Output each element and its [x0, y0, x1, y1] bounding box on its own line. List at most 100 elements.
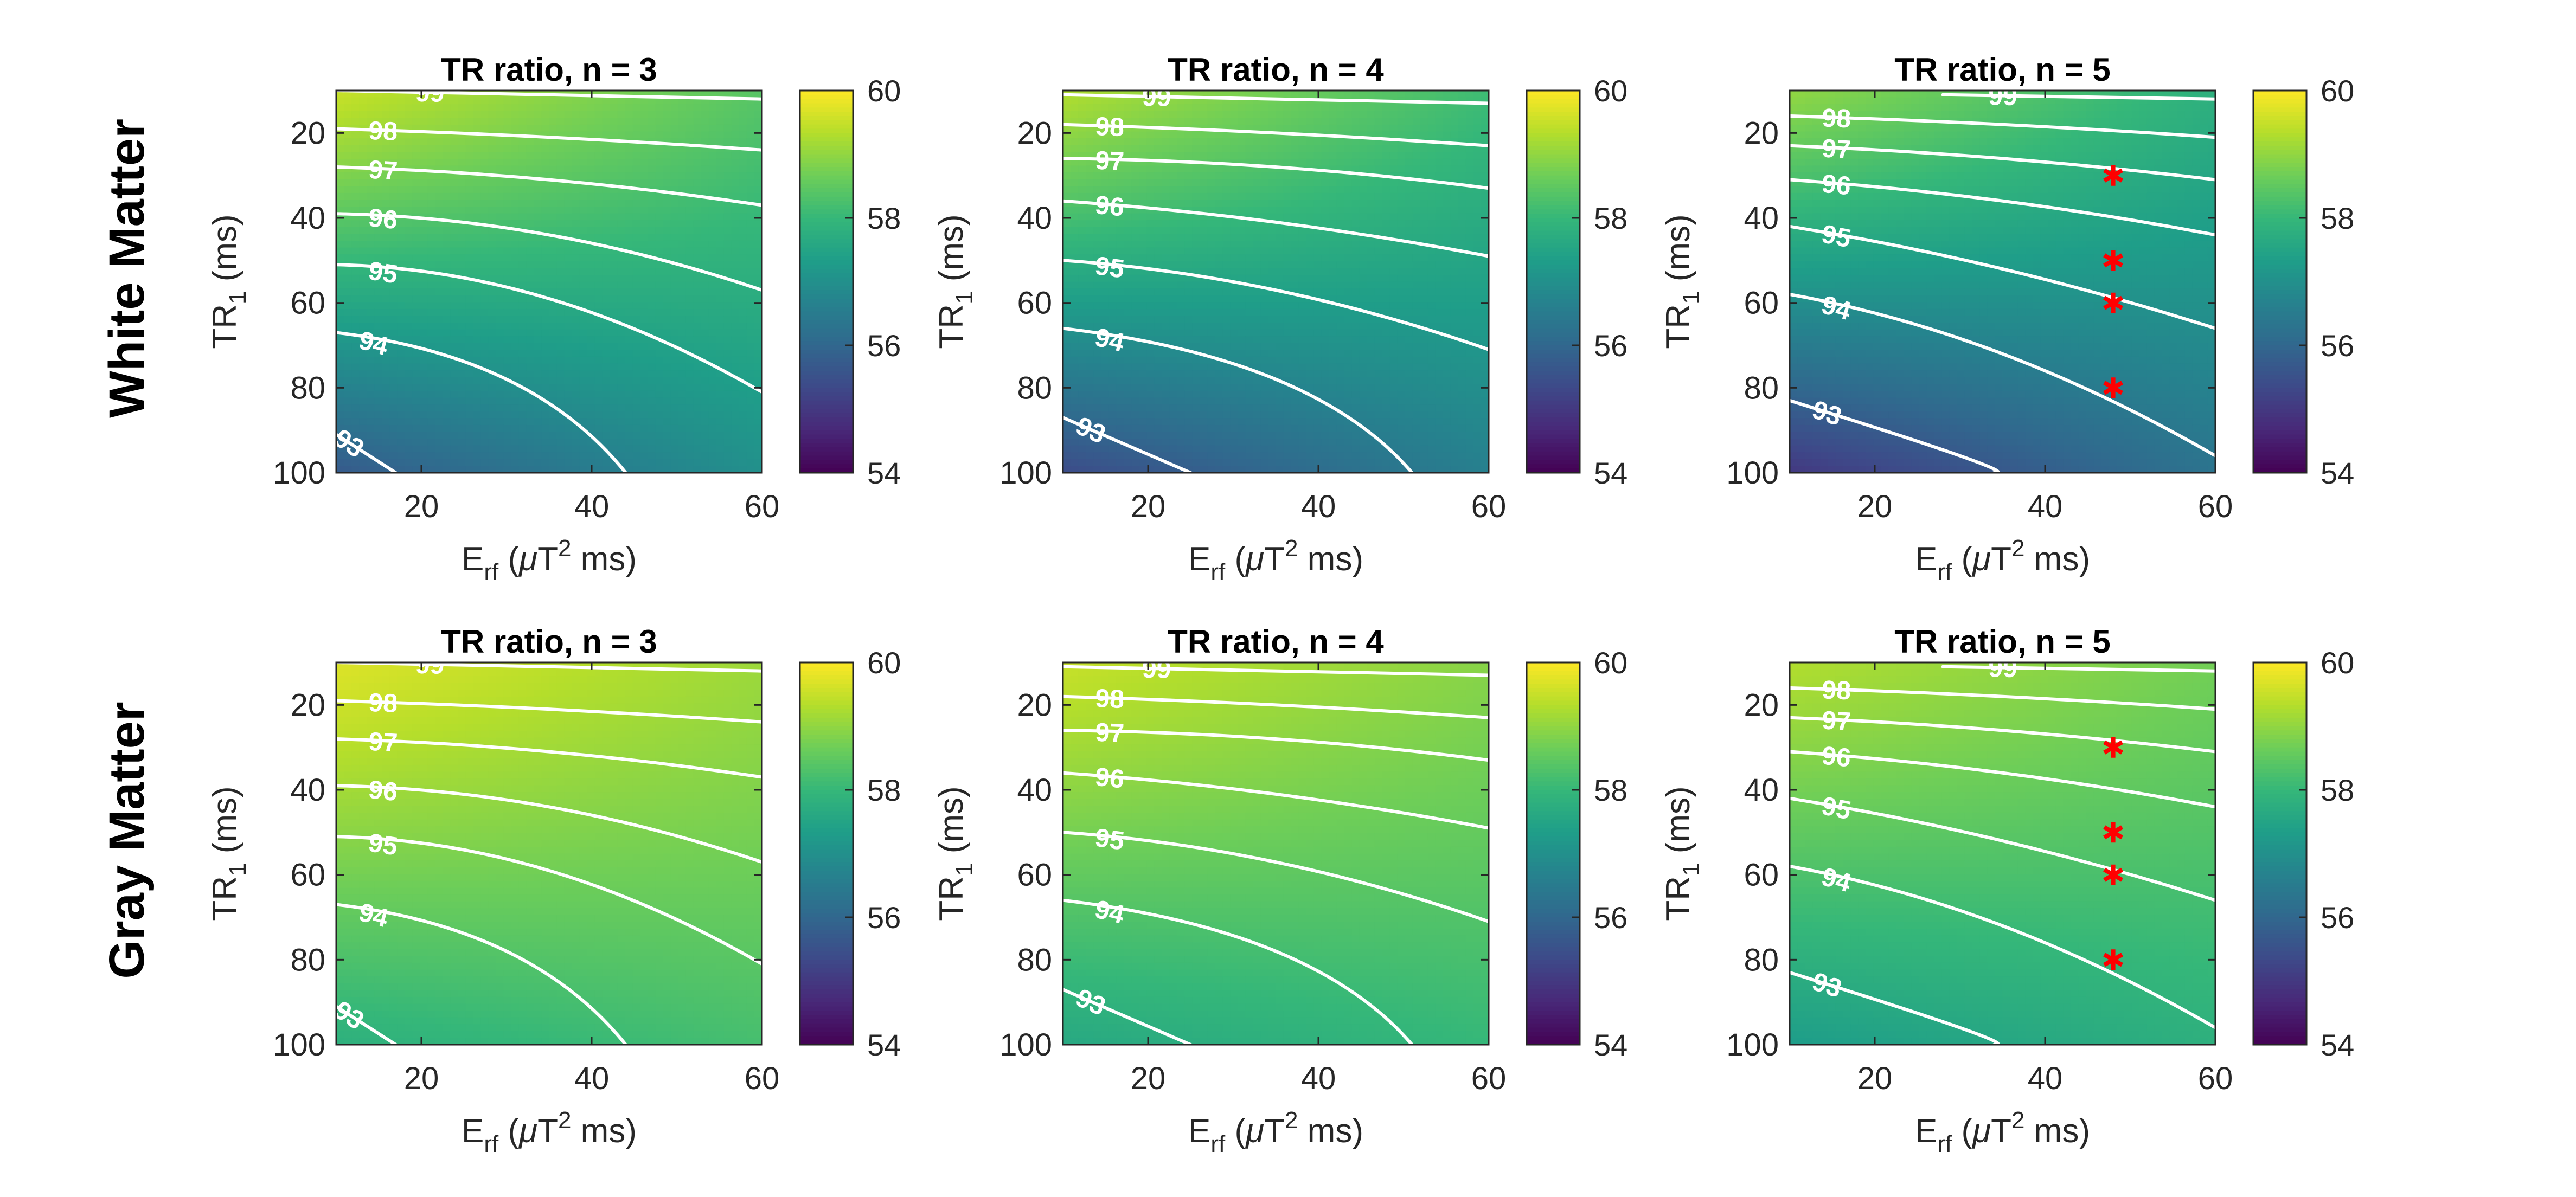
heatmap-cell [435, 418, 444, 426]
heatmap-cell [731, 384, 740, 391]
heatmap-cell [723, 104, 732, 112]
heatmap-cell [632, 336, 641, 344]
heatmap-cell [458, 152, 466, 159]
heatmap-cell [693, 240, 702, 248]
heatmap-cell [556, 288, 565, 296]
heatmap-cell [374, 370, 382, 378]
heatmap-cell [670, 445, 679, 453]
heatmap-cell [496, 445, 504, 453]
heatmap-cell [488, 350, 497, 357]
heatmap-cell [1063, 281, 1071, 289]
heatmap-cell [1093, 220, 1101, 228]
heatmap-cell [1238, 288, 1246, 296]
heatmap-cell [450, 207, 459, 214]
heatmap-cell [632, 377, 641, 385]
heatmap-cell [541, 138, 550, 146]
heatmap-cell [389, 97, 398, 105]
heatmap-cell [518, 418, 527, 426]
heatmap-cell [564, 165, 573, 173]
heatmap-cell [1177, 118, 1186, 125]
heatmap-cell [1063, 390, 1071, 398]
heatmap-cell [1169, 138, 1178, 146]
heatmap-cell [1268, 138, 1277, 146]
heatmap-cell [450, 192, 459, 201]
heatmap-cell [556, 370, 565, 378]
heatmap-cell [1215, 390, 1223, 398]
heatmap-cell [678, 397, 687, 405]
heatmap-cell [344, 200, 352, 207]
heatmap-cell [420, 439, 428, 446]
heatmap-cell [1086, 97, 1094, 105]
heatmap-cell [1154, 370, 1163, 378]
heatmap-cell [397, 424, 405, 433]
heatmap-cell [336, 104, 344, 112]
heatmap-cell [1192, 138, 1201, 146]
heatmap-cell [351, 234, 360, 241]
heatmap-cell [1245, 432, 1254, 439]
heatmap-cell [534, 350, 542, 357]
heatmap-cell [746, 390, 755, 398]
heatmap-cell [1253, 411, 1261, 419]
heatmap-cell [1108, 397, 1117, 405]
heatmap-cell [1245, 227, 1254, 235]
heatmap-cell [359, 343, 367, 351]
heatmap-cell [1207, 377, 1216, 385]
heatmap-cell [541, 418, 550, 426]
heatmap-cell [663, 268, 671, 275]
heatmap-cell [412, 247, 420, 255]
heatmap-cell [511, 424, 520, 433]
heatmap-cell [1283, 370, 1292, 378]
heatmap-cell [678, 172, 687, 180]
heatmap-cell [708, 308, 717, 317]
heatmap-cell [336, 424, 344, 433]
heatmap-cell [640, 240, 649, 248]
heatmap-cell [389, 192, 398, 201]
heatmap-cell [427, 192, 436, 201]
heatmap-cell [1131, 397, 1139, 405]
heatmap-cell [534, 452, 542, 460]
heatmap-cell [1131, 179, 1139, 187]
heatmap-cell [427, 186, 436, 194]
heatmap-cell [564, 261, 573, 269]
heatmap-cell [723, 138, 732, 146]
heatmap-cell [420, 452, 428, 460]
heatmap-cell [465, 445, 474, 453]
heatmap-cell [602, 336, 611, 344]
heatmap-cell [693, 124, 702, 132]
heatmap-cell [1253, 240, 1261, 248]
heatmap-cell [572, 356, 580, 364]
heatmap-cell [746, 370, 755, 378]
heatmap-cell [602, 111, 611, 119]
heatmap-cell [1078, 281, 1086, 289]
heatmap-cell [685, 104, 694, 112]
heatmap-cell [663, 111, 671, 119]
heatmap-cell [648, 207, 656, 214]
heatmap-cell [610, 213, 618, 221]
heatmap-cell [405, 302, 413, 310]
heatmap-cell [1139, 179, 1147, 187]
colorbar-segment [800, 184, 853, 189]
heatmap-cell [412, 274, 420, 282]
heatmap-cell [1238, 397, 1246, 405]
heatmap-cell [587, 384, 595, 391]
heatmap-cell [397, 439, 405, 446]
heatmap-cell [1169, 192, 1178, 201]
heatmap-cell [1162, 213, 1170, 221]
heatmap-cell [701, 281, 709, 289]
heatmap-cell [473, 124, 482, 132]
heatmap-cell [1154, 213, 1163, 221]
heatmap-cell [526, 336, 535, 344]
heatmap-cell [541, 445, 550, 453]
heatmap-cell [351, 397, 360, 405]
heatmap-cell [678, 459, 687, 467]
heatmap-cell [739, 336, 747, 344]
heatmap-cell [663, 220, 671, 228]
heatmap-cell [1184, 261, 1193, 269]
heatmap-cell [465, 404, 474, 412]
heatmap-cell [663, 124, 671, 132]
heatmap-cell [1177, 254, 1186, 262]
heatmap-cell [1146, 411, 1155, 419]
heatmap-cell [458, 104, 466, 112]
heatmap-cell [685, 356, 694, 364]
heatmap-cell [663, 274, 671, 282]
